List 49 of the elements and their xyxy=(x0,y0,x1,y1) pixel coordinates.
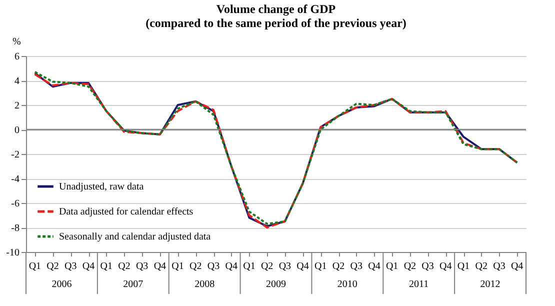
text: 2012 xyxy=(480,279,500,290)
y-axis-title: % xyxy=(12,36,21,48)
x-tick-label: Q1 xyxy=(386,261,398,272)
y-tick-label: 6 xyxy=(14,52,20,62)
x-tick-label: Q1 xyxy=(243,261,256,272)
x-tick-label: Q1 xyxy=(457,261,470,272)
x-tick-label: Q3 xyxy=(207,261,220,272)
y-tick-label: 4 xyxy=(14,76,20,87)
y-tick-label: 2 xyxy=(14,100,20,112)
x-tick-label: Q1 xyxy=(28,261,42,272)
x-tick-label: Q3 xyxy=(278,261,292,272)
x-tick-label: Q4 xyxy=(440,261,452,272)
x-tick-label: Q4 xyxy=(296,261,309,272)
x-tick-label: Q1 xyxy=(172,261,184,272)
text: 2007 xyxy=(123,279,144,290)
legend-label: Data adjusted for calendar effects xyxy=(59,206,194,218)
text: 2006 xyxy=(52,279,72,290)
x-tick-label: Q2 xyxy=(475,261,488,272)
x-tick-label: Q3 xyxy=(64,261,77,272)
x-tick-label: Q3 xyxy=(136,261,148,272)
x-tick-label: Q2 xyxy=(404,261,416,272)
x-tick-label: Q3 xyxy=(493,261,506,272)
x-tick-label: Q4 xyxy=(154,261,166,272)
legend-label: Unadjusted, raw data xyxy=(59,182,144,192)
x-tick-label: Q1 xyxy=(314,261,327,272)
chart-title: Volume change of GDP (compared to the same period of the previous year) xyxy=(146,2,406,30)
x-tick-label: Q4 xyxy=(368,261,380,272)
y-tick-label: -4 xyxy=(11,174,20,185)
x-tick-label: Q2 xyxy=(332,261,345,272)
y-tick-label: -2 xyxy=(11,150,20,160)
x-tick-label: Q2 xyxy=(190,261,202,272)
x-tick-label: Q3 xyxy=(350,261,362,272)
x-tick-label: Q2 xyxy=(118,261,130,272)
text: 2009 xyxy=(266,279,286,290)
y-tick-label: 0 xyxy=(14,125,20,136)
x-tick-label: Q2 xyxy=(260,261,274,272)
text: 2010 xyxy=(337,279,358,290)
text: 2011 xyxy=(409,279,429,290)
x-tick-label: Q4 xyxy=(510,261,524,272)
x-tick-label: Q4 xyxy=(82,261,95,272)
x-tick-label: Q4 xyxy=(225,261,238,272)
x-tick-label: Q1 xyxy=(100,261,112,272)
y-tick-label: -10 xyxy=(6,248,20,258)
text: 2008 xyxy=(194,279,215,290)
legend-label: Seasonally and calendar adjusted data xyxy=(59,232,212,242)
x-tick-label: Q2 xyxy=(46,261,59,272)
x-tick-label: Q3 xyxy=(422,261,434,272)
y-tick-label: -8 xyxy=(11,223,20,234)
y-tick-label: -6 xyxy=(11,198,20,210)
